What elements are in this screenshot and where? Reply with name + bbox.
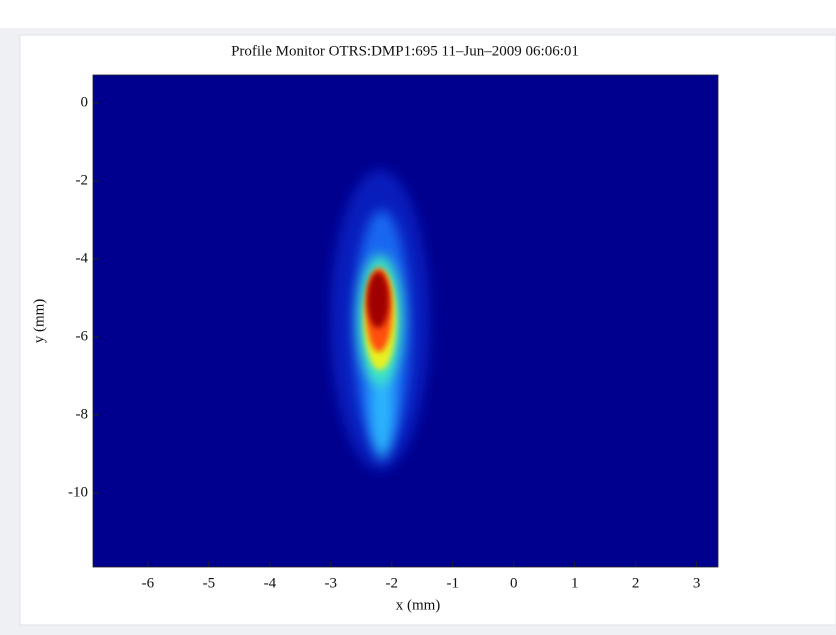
x-axis-label: x (mm) bbox=[396, 597, 441, 613]
top-strip bbox=[0, 0, 836, 28]
y-axis-label: y (mm) bbox=[31, 299, 47, 344]
x-tick-label: 1 bbox=[571, 575, 579, 591]
beam-image bbox=[93, 75, 718, 567]
x-tick-label: -3 bbox=[325, 575, 338, 591]
x-tick-label: 0 bbox=[510, 575, 518, 591]
y-tick-label: 0 bbox=[81, 95, 89, 111]
x-tick-label: -1 bbox=[447, 575, 460, 591]
chart-title: Profile Monitor OTRS:DMP1:695 11–Jun–200… bbox=[231, 43, 579, 59]
y-tick-label: -6 bbox=[76, 328, 89, 344]
x-tick-label: -2 bbox=[386, 575, 399, 591]
x-tick-label: 3 bbox=[693, 575, 701, 591]
core-red bbox=[367, 272, 389, 328]
x-tick-label: -4 bbox=[264, 575, 277, 591]
y-tick-label: -8 bbox=[76, 406, 89, 422]
y-tick-label: -4 bbox=[76, 250, 89, 266]
x-tick-label: -6 bbox=[142, 575, 155, 591]
x-tick-label: 2 bbox=[632, 575, 640, 591]
plot-frame bbox=[92, 74, 719, 568]
y-tick-label: -2 bbox=[76, 172, 89, 188]
x-tick-label: -5 bbox=[203, 575, 216, 591]
y-tick-label: -10 bbox=[68, 484, 88, 500]
